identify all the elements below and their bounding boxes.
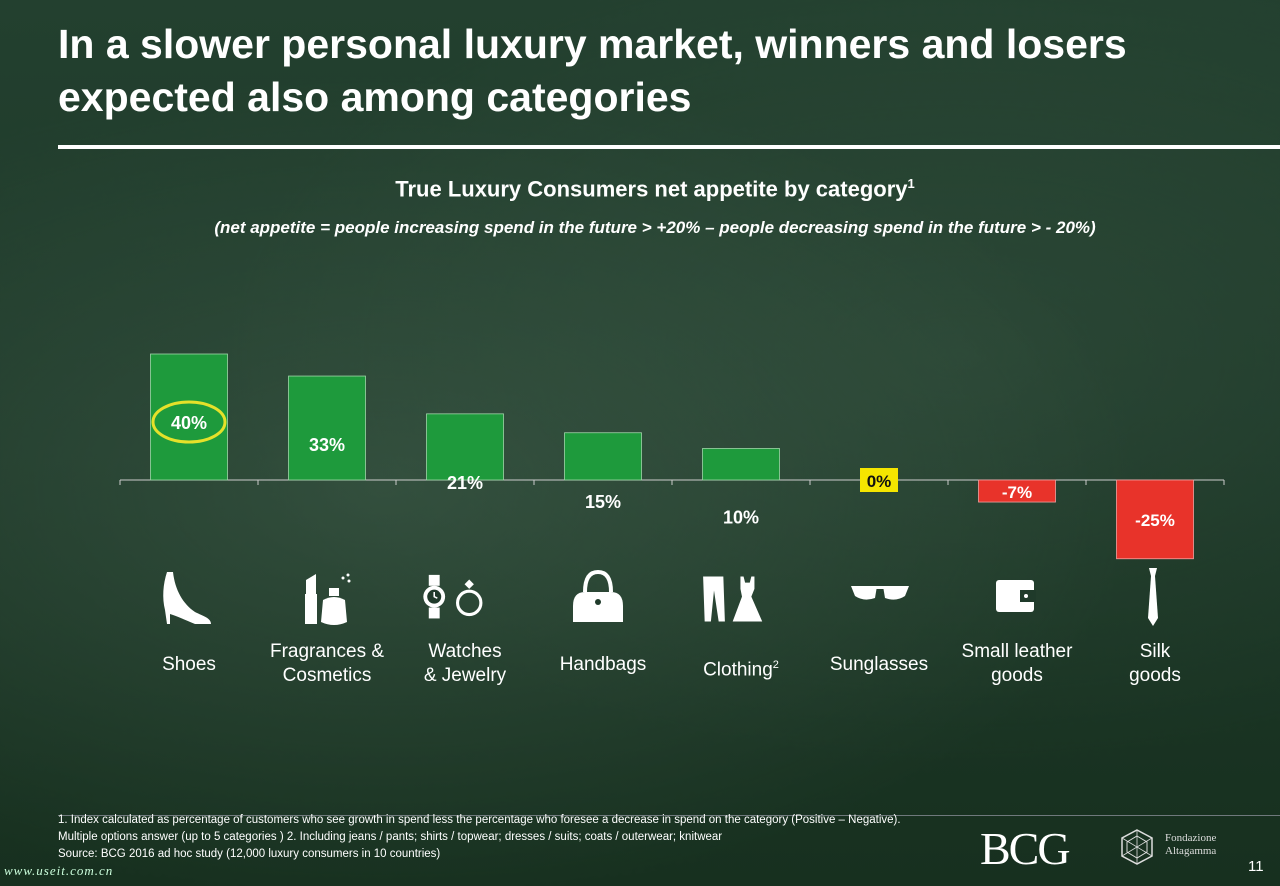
bar-value-label: -7%	[1002, 483, 1032, 502]
chart-subtitle: (net appetite = people increasing spend …	[214, 218, 1096, 237]
bcg-logo: BCG	[980, 823, 1071, 874]
category-label: Handbags	[559, 654, 647, 675]
category-label: Sunglasses	[829, 654, 929, 675]
footnote-1: 1. Index calculated as percentage of cus…	[58, 814, 901, 826]
tie-icon	[1148, 568, 1158, 626]
title-divider	[58, 145, 1280, 149]
chart-title: True Luxury Consumers net appetite by ca…	[395, 176, 915, 202]
bar	[1116, 479, 1194, 560]
wallet-icon	[996, 580, 1036, 612]
footnote-source: Source: BCG 2016 ad hoc study (12,000 lu…	[58, 848, 441, 860]
bar	[702, 448, 780, 481]
bar	[288, 375, 366, 481]
handbag-icon	[573, 569, 623, 622]
fondazione-logo-icon	[1121, 829, 1153, 865]
bar-value-label: 15%	[585, 492, 621, 512]
category-label: Clothing2	[703, 659, 779, 681]
bar	[150, 353, 228, 481]
perfume-lipstick-icon	[305, 573, 351, 625]
bar-value-label: 10%	[723, 508, 759, 528]
page-title: In a slower personal luxury market, winn…	[58, 21, 1127, 120]
bar-value-label: 0%	[867, 472, 892, 491]
watch-ring-icon	[423, 574, 483, 619]
category-label: Shoes	[162, 654, 216, 675]
category-label: Fragrances & Cosmetics	[269, 641, 385, 686]
bar-value-label: 21%	[447, 473, 483, 493]
clothing-icon	[703, 576, 763, 622]
fondazione-logo-text: Fondazione Altagamma	[1165, 832, 1217, 857]
bar-value-label: -25%	[1135, 511, 1175, 530]
bar	[978, 479, 1056, 503]
category-label: Small leather goods	[961, 641, 1073, 686]
page-number: 11	[1248, 858, 1264, 875]
bar	[564, 432, 642, 481]
sunglasses-icon	[851, 586, 909, 600]
highlight-ring	[151, 400, 227, 444]
bar-zero-marker	[860, 468, 898, 492]
bar-value-label: 40%	[171, 413, 207, 433]
bar-value-label: 33%	[309, 435, 345, 455]
footnote-2: Multiple options answer (up to 5 categor…	[58, 831, 723, 843]
shoe-icon	[163, 572, 211, 624]
watermark: www.useit.com.cn	[4, 863, 114, 878]
bar	[426, 413, 504, 481]
footnote-divider	[58, 815, 1280, 816]
category-label: Silk goods	[1129, 641, 1181, 686]
category-label: Watches & Jewelry	[423, 641, 507, 686]
